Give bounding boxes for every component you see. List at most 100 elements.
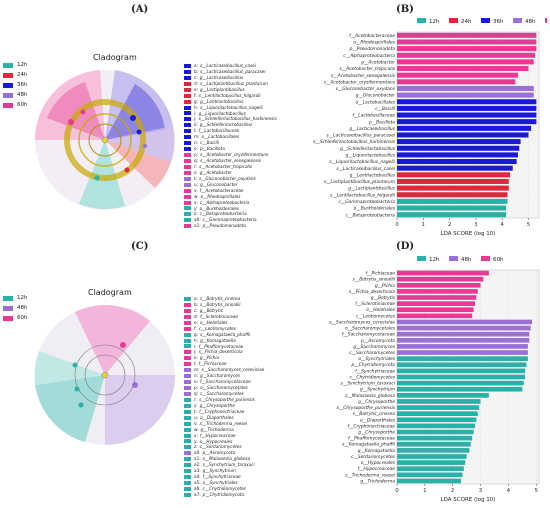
- bar-label: s__Lentilactobacillus_hilgardii: [330, 192, 396, 198]
- taxon-row: z: c__Betaproteobacteria: [184, 211, 277, 217]
- taxon-name: o__Lactobacillales: [201, 134, 240, 140]
- taxon-row: r: s__Chrysoporthe_puriensis: [184, 397, 264, 403]
- taxon-name: g__Trichoderma: [200, 426, 234, 432]
- taxon-swatch: [184, 218, 191, 223]
- legend-label: 24h: [17, 72, 28, 78]
- taxon-name: p__Chytridiomycota: [202, 491, 245, 497]
- bar-label: g__Synchytrium: [360, 387, 395, 393]
- taxon-row: l: f__Lactobacillaceae: [184, 128, 277, 134]
- taxon-row: n: c__Bacilli: [184, 140, 277, 146]
- taxon-row: b: s__Botrytis_sinoallii: [184, 302, 264, 308]
- taxon-swatch: [184, 188, 191, 193]
- bar-label: o__Synchytriales: [358, 356, 395, 362]
- x-axis-label: LDA SCORE (log 10): [441, 497, 496, 503]
- taxon-letter: h:: [194, 104, 199, 110]
- taxon-letter: t:: [194, 408, 198, 414]
- taxon-letter: a1:: [194, 456, 201, 462]
- legend-swatch: [3, 82, 13, 88]
- clade-sector-48h: [105, 126, 175, 162]
- taxon-letter: f:: [194, 92, 197, 98]
- taxon-letter: a4:: [194, 474, 201, 480]
- taxon-swatch: [184, 87, 191, 92]
- clade-sector-48h: [105, 375, 175, 445]
- taxon-row: a3: g__Synchytrium: [184, 468, 264, 474]
- bar-48h: [397, 92, 534, 98]
- taxon-swatch: [184, 386, 191, 391]
- taxon-row: o: p__Bacillota: [184, 146, 277, 152]
- bar-48h: [397, 325, 531, 331]
- taxon-letter: u:: [194, 181, 199, 187]
- taxon-letter: v:: [194, 420, 198, 426]
- taxon-row: v: s__Trichoderma_reesei: [184, 421, 264, 427]
- taxon-swatch: [184, 182, 191, 187]
- legend-label-48h: 48h: [461, 257, 472, 263]
- taxon-name: f__Hypocreaceae: [199, 432, 236, 438]
- legend-label-60h: 60h: [493, 257, 504, 263]
- taxon-row: f: c__Leotiomycetes: [184, 326, 264, 332]
- bar-label: c__Sordariomycetes: [351, 454, 396, 460]
- bar-12h: [397, 205, 507, 211]
- bar-label: g__Chrysoporthe: [358, 429, 395, 435]
- clade-sector-60h: [75, 305, 150, 375]
- legend-swatch: [3, 305, 13, 311]
- taxon-swatch: [184, 481, 191, 486]
- taxon-letter: d:: [194, 80, 199, 86]
- taxon-letter: o:: [194, 146, 198, 152]
- taxon-row: a: s__Botrytis_cinerea: [184, 296, 264, 302]
- cladogram-a-legend: 12h 24h 36h 48h 60h: [3, 60, 27, 110]
- taxa-list-a: a: s__Lacticaseibacillus_casei b: s__Lactic…: [184, 63, 277, 229]
- bar-12h: [397, 417, 477, 423]
- bar-60h: [397, 46, 537, 52]
- taxon-letter: a1:: [194, 223, 201, 229]
- clade-sector-12h-b: [34, 351, 105, 385]
- taxon-swatch: [184, 176, 191, 181]
- bar-12h: [397, 393, 489, 398]
- taxon-swatch: [184, 206, 191, 211]
- legend-swatch: [3, 102, 13, 108]
- x-tick-label: 2: [451, 488, 455, 494]
- taxon-row: a0: p__Ascomycota: [184, 450, 264, 456]
- taxon-swatch: [184, 308, 191, 313]
- legend-swatch-24h: [449, 18, 458, 23]
- taxon-row: p: s__Acetobacter_oryzifermentans: [184, 152, 277, 158]
- taxon-row: r: s__Acetobacter_tropicalis: [184, 164, 277, 170]
- taxon-row: w: g__Trichoderma: [184, 427, 264, 433]
- bar-label: g__Lactiplantibacillus: [348, 186, 395, 192]
- bar-label: g__Botrytis: [371, 295, 396, 301]
- taxon-row: s: g__Chrysoporthe: [184, 403, 264, 409]
- taxon-letter: x:: [194, 432, 198, 438]
- bar-label: s__Gluconobacter_oxydans: [336, 86, 396, 92]
- taxon-name: s__Komagataella_phaffii: [200, 331, 251, 337]
- taxon-name: f__Synchytriaceae: [202, 474, 241, 480]
- taxon-letter: a:: [194, 63, 198, 68]
- bar-36h: [397, 132, 529, 138]
- taxon-swatch: [184, 63, 191, 68]
- bar-label: g__Pichia: [375, 283, 395, 289]
- legend-swatch: [3, 315, 13, 321]
- legend-swatch: [3, 72, 13, 78]
- bar-label: c__Leotiomycetes: [356, 313, 396, 319]
- legend-swatch-60h: [481, 256, 490, 261]
- taxon-letter: a6:: [194, 486, 201, 491]
- taxon-row: a5: o__Synchytriales: [184, 480, 264, 486]
- taxon-letter: n:: [194, 373, 199, 379]
- bar-label: s__Lacticaseibacillus_casei: [336, 166, 395, 172]
- bar-label: o__Saccharomycetales: [345, 326, 396, 332]
- taxon-letter: h:: [194, 337, 199, 343]
- cladogram-root-node: [101, 136, 109, 144]
- taxon-letter: m:: [194, 134, 200, 140]
- taxon-name: o__Helotiales: [200, 319, 228, 325]
- taxon-letter: k:: [194, 122, 198, 128]
- taxon-name: f__Acetobacteraceae: [199, 187, 244, 193]
- taxon-name: g__Pichia: [199, 355, 220, 361]
- legend-entry-60h: 60h: [3, 313, 27, 323]
- taxon-row: a6: c__Chytridiomycetes: [184, 486, 264, 492]
- bar-label: p__Pseudomonadota: [349, 46, 396, 52]
- legend-swatch-48h: [449, 256, 458, 261]
- taxon-letter: x:: [194, 199, 198, 205]
- taxon-row: j: s__Schleiferilactobacillus_harbinensis: [184, 116, 277, 122]
- taxon-name: g__Schleiferilactobacillus: [199, 122, 253, 128]
- lda-chart-b: 12h24h36h48h60h012345f__Acetobacteraceae…: [313, 18, 547, 237]
- taxon-name: s__Lactiplantibacillus_plantarum: [200, 80, 268, 86]
- taxon-swatch: [184, 69, 191, 74]
